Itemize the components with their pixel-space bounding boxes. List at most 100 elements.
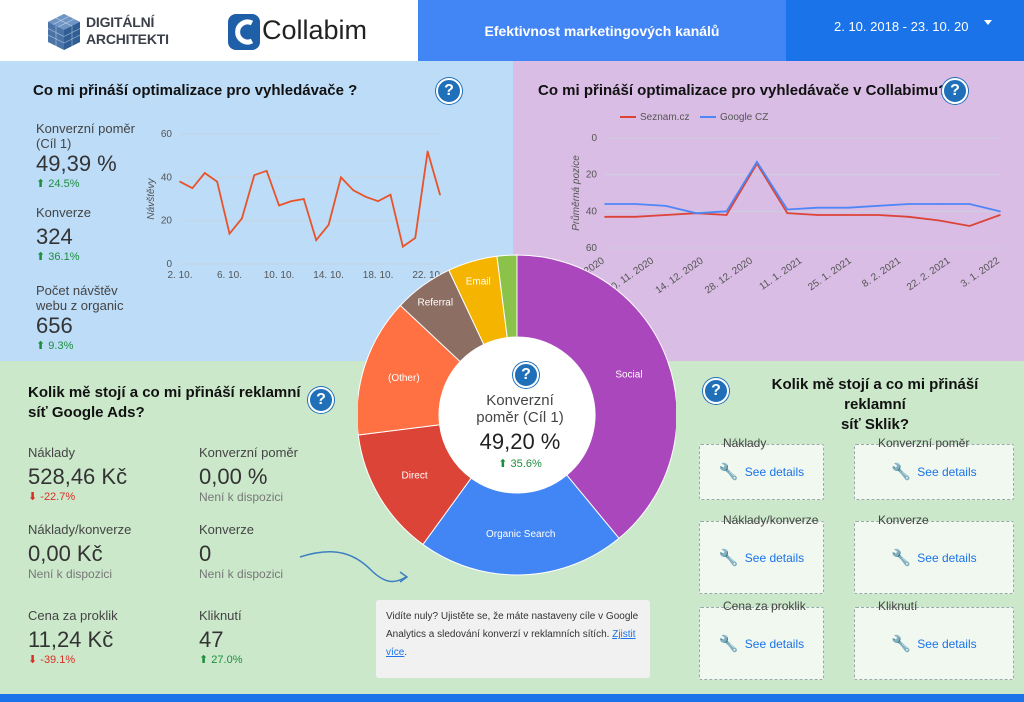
sklik-card-label: Konverzní poměr — [878, 436, 970, 450]
data-point — [352, 189, 355, 192]
ads-metric: Kliknutí 47 ⬆ 27.0% — [199, 608, 242, 666]
c-logo-icon — [228, 14, 260, 50]
report-title: Efektivnost marketingových kanálů — [418, 0, 786, 61]
title-line-1: Kolik mě stojí a co mi přináší reklamní — [771, 376, 979, 413]
data-point — [389, 193, 392, 196]
y-tick-label: 60 — [586, 243, 598, 254]
sklik-card[interactable]: 🔧 See details — [854, 444, 1014, 500]
help-icon[interactable]: ? — [942, 78, 968, 104]
metric-value: 11,24 Kč — [28, 627, 114, 652]
center-value: 49,20 % — [479, 429, 561, 454]
wrench-icon: 🔧 — [718, 549, 739, 567]
data-point — [327, 224, 330, 226]
arrow-up-icon: ⬆ — [199, 654, 212, 666]
seo-panel-title: Co mi přináší optimalizace pro vyhledáva… — [33, 82, 358, 99]
metric-sub: ⬇ -22.7% — [28, 491, 76, 503]
ads-metric: Konverze 0 Není k dispozici — [199, 522, 283, 581]
collabim-logo-text: Collabim — [262, 15, 368, 45]
metric-value: 0,00 Kč — [28, 541, 103, 566]
seo-metric-organic-visits: Počet návštěv webu z organic 656 ⬆ 9.3% — [36, 283, 123, 352]
x-tick-label: 25. 1. 2021 — [806, 255, 854, 293]
y-tick-label: 60 — [161, 129, 173, 140]
curved-arrow-icon — [299, 550, 409, 583]
data-point — [402, 245, 404, 248]
help-icon[interactable]: ? — [703, 378, 729, 404]
channel-donut-chart: Social Organic Search Direct (Other) Referra… — [358, 254, 676, 576]
legend-label: Seznam.cz — [640, 112, 689, 123]
y-tick-label: 40 — [586, 206, 598, 217]
wrench-icon: 🔧 — [718, 635, 739, 653]
note-text: Vidíte nuly? Ujistěte se, že máte nastav… — [386, 611, 639, 640]
help-icon[interactable]: ? — [513, 362, 539, 388]
see-details-link[interactable]: See details — [744, 550, 805, 565]
data-point — [725, 210, 728, 213]
data-point — [877, 205, 880, 207]
help-icon[interactable]: ? — [308, 387, 334, 413]
data-point — [938, 203, 941, 205]
donut-hole — [439, 337, 595, 493]
data-point — [695, 212, 697, 214]
caret-down-icon[interactable] — [984, 20, 992, 25]
data-point — [999, 214, 1001, 216]
data-point — [604, 216, 606, 218]
metric-value: 528,46 Kč — [28, 464, 128, 489]
sklik-card[interactable]: 🔧 See details — [854, 521, 1014, 594]
data-point — [340, 176, 342, 179]
position-line-chart: Seznam.cz Google CZ 0 20 40 60 Průměrná pozice… — [565, 112, 1002, 295]
x-tick-label: 22. 10. — [412, 270, 443, 281]
metric-label-2: webu z organic — [36, 298, 124, 313]
series-line — [605, 160, 1001, 215]
sklik-card-label: Náklady — [723, 436, 767, 450]
y-axis-label: Návštěvy — [146, 177, 157, 219]
data-point — [816, 214, 819, 216]
data-point — [414, 237, 417, 239]
data-point — [216, 180, 218, 183]
metric-label: Konverzní poměr — [36, 121, 135, 136]
arrow-up-icon: ⬆ — [36, 178, 49, 190]
sklik-card[interactable]: 🔧 See details — [699, 444, 824, 500]
see-details-link[interactable]: See details — [917, 465, 977, 479]
cube-logo-icon — [47, 14, 81, 50]
metric-value: 47 — [199, 627, 224, 652]
wrench-icon: 🔧 — [718, 464, 739, 481]
data-point — [439, 193, 441, 196]
see-details-link[interactable]: See details — [917, 550, 977, 565]
sklik-card[interactable]: 🔧 See details — [699, 521, 824, 594]
date-bar — [786, 0, 1024, 61]
y-tick-label: 20 — [586, 170, 598, 181]
data-point — [604, 203, 606, 205]
see-details-link[interactable]: See details — [744, 465, 805, 479]
sklik-card[interactable]: 🔧 See details — [854, 607, 1014, 680]
google-ads-panel-title: Kolik mě stojí a co mi přináší reklamní … — [28, 383, 301, 423]
metric-label: Cena za proklik — [28, 608, 118, 623]
data-point — [968, 203, 971, 205]
learn-more-link[interactable]: Zjistit více — [386, 629, 636, 658]
wrench-icon: 🔧 — [891, 635, 912, 653]
help-icon[interactable]: ? — [436, 78, 462, 104]
data-point — [203, 172, 206, 174]
metric-sub: Není k dispozici — [199, 490, 284, 504]
slice-label: Email — [466, 277, 491, 288]
arrow-up-icon: ⬆ — [36, 340, 49, 352]
see-details-link[interactable]: See details — [917, 636, 977, 651]
wrench-icon: 🔧 — [891, 464, 912, 481]
title-line-2: síť Sklik? — [840, 416, 910, 433]
ads-metric: Konverzní poměr 0,00 % Není k dispozici — [199, 445, 298, 504]
see-details-link[interactable]: See details — [744, 636, 805, 651]
slice-label: Organic Search — [486, 529, 555, 540]
date-range-picker[interactable]: 2. 10. 2018 - 23. 10. 20 — [800, 8, 1014, 44]
metric-delta: ⬆ 36.1% — [36, 251, 80, 263]
sklik-card[interactable]: 🔧 See details — [699, 607, 824, 680]
metric-delta: ⬆ 24.5% — [36, 178, 80, 190]
sklik-card-label: Konverze — [878, 513, 929, 527]
metric-sub: Není k dispozici — [28, 567, 113, 581]
center-label-2: poměr (Cíl 1) — [476, 409, 564, 426]
metric-sub: ⬇ -39.1% — [28, 654, 76, 666]
x-tick-label: 10. 10. — [264, 270, 295, 281]
collabim-panel-title: Co mi přináší optimalizace pro vyhledáva… — [538, 82, 948, 99]
data-point — [426, 150, 429, 153]
x-tick-label: 18. 10. — [363, 270, 394, 281]
logo-line-1: DIGITÁLNÍ — [86, 14, 155, 30]
slice-label: Social — [615, 370, 642, 381]
y-tick-label: 20 — [161, 216, 173, 227]
